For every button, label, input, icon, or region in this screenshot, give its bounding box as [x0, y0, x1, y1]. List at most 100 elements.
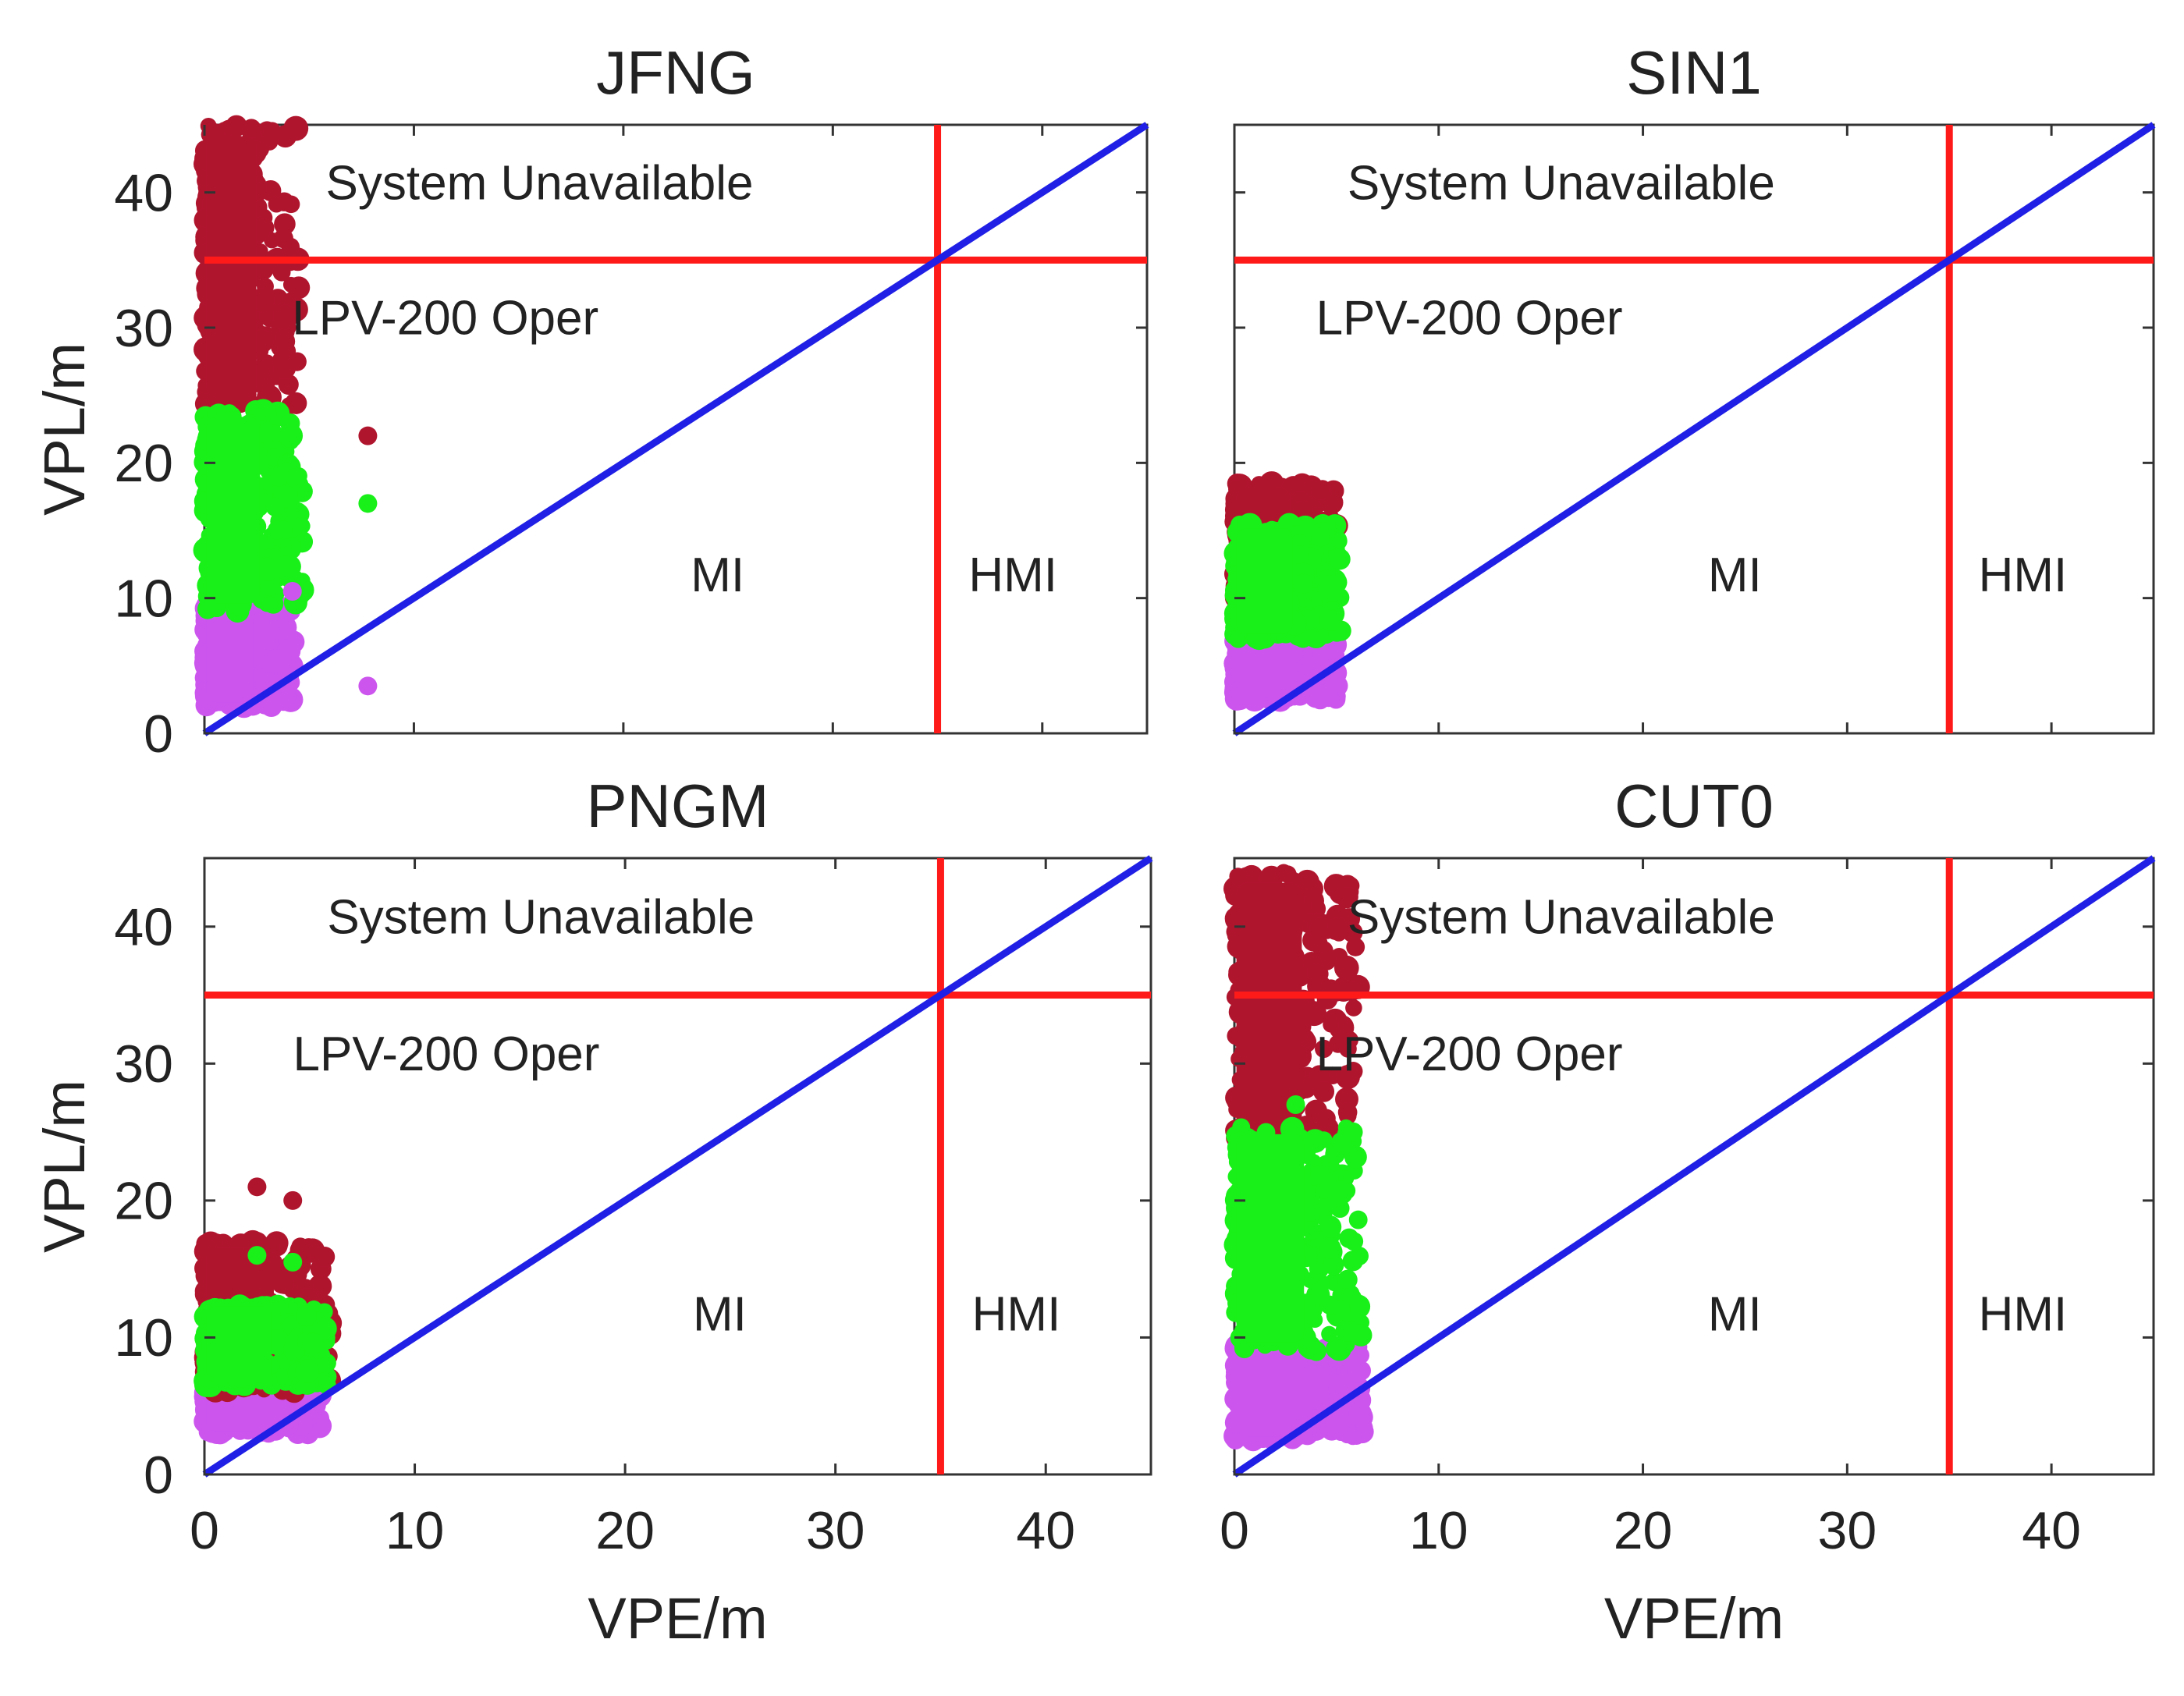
- point-moderate: [1329, 548, 1351, 570]
- point-unavailable: [1293, 500, 1313, 520]
- point-moderate: [261, 596, 279, 612]
- outlier-point-low: [282, 582, 302, 601]
- point-unavailable: [278, 374, 299, 396]
- point-moderate: [1317, 575, 1342, 599]
- region-label-mi: MI: [691, 548, 744, 602]
- panel-cut0: 0 10 20 30 40 CUT0 VPE/m System Unavailable LPV-…: [1220, 772, 2156, 1651]
- x-tick-label: 30: [1818, 1501, 1877, 1560]
- y-tick-label: 40: [114, 163, 173, 222]
- y-tick-label: 30: [114, 299, 173, 358]
- ticks: [203, 858, 1151, 1476]
- x-tick-label: 40: [1016, 1501, 1075, 1560]
- point-moderate: [1290, 545, 1309, 564]
- point-moderate: [1348, 1210, 1368, 1229]
- point-moderate: [1228, 630, 1245, 647]
- point-moderate: [267, 520, 286, 540]
- x-tick-label: 30: [806, 1501, 865, 1560]
- outlier-point-moderate: [1286, 1095, 1305, 1114]
- point-moderate: [272, 555, 297, 580]
- region-label-hmi: HMI: [968, 548, 1057, 602]
- outlier-point-unavailable: [283, 1190, 303, 1210]
- point-moderate: [1334, 1339, 1351, 1356]
- point-moderate: [279, 424, 304, 449]
- point-unavailable: [1323, 1017, 1339, 1033]
- panel-sin1: SIN1 System Unavailable LPV-200 Oper MI HMI: [1223, 38, 2156, 736]
- point-unavailable: [273, 357, 297, 380]
- point-moderate: [1319, 1237, 1341, 1259]
- point-unavailable: [1302, 1001, 1327, 1027]
- point-moderate: [1344, 1145, 1367, 1169]
- panel-jfng: 0 10 20 30 40 JFNG VPL/m System Unavailable LPV-…: [32, 38, 1149, 764]
- point-low: [250, 612, 270, 633]
- outlier-point-moderate: [358, 494, 378, 513]
- diagonal-line: [1232, 855, 2156, 1478]
- diagonal-line: [202, 122, 1149, 736]
- point-moderate: [1319, 609, 1341, 631]
- y-tick-label: 0: [144, 704, 173, 764]
- outlier-point-moderate: [283, 1252, 303, 1272]
- region-label-mi: MI: [1708, 548, 1762, 602]
- region-label-mi: MI: [693, 1288, 747, 1342]
- point-moderate: [1339, 1228, 1359, 1248]
- point-moderate: [1337, 1269, 1358, 1290]
- chart-title: SIN1: [1626, 38, 1761, 107]
- point-unavailable: [226, 115, 247, 137]
- point-moderate: [1318, 1215, 1342, 1239]
- cluster-core-low: [206, 609, 254, 703]
- point-low: [1348, 1402, 1373, 1426]
- ticks: [1233, 125, 2154, 735]
- diagonal-line: [1232, 122, 2156, 736]
- point-low: [272, 687, 296, 711]
- point-unavailable: [272, 263, 291, 282]
- y-tick-label: 30: [114, 1034, 173, 1094]
- point-low: [267, 649, 292, 674]
- point-moderate: [1328, 1180, 1353, 1205]
- point-low: [1304, 683, 1330, 708]
- point-unavailable: [287, 276, 311, 300]
- chart-title: PNGM: [587, 772, 769, 840]
- point-moderate: [1232, 1118, 1251, 1137]
- point-unavailable: [260, 133, 279, 151]
- region-label-hmi: HMI: [972, 1288, 1061, 1342]
- ticks: [1233, 858, 2154, 1476]
- point-unavailable: [1346, 937, 1365, 956]
- point-moderate: [259, 577, 279, 596]
- point-unavailable: [1309, 917, 1331, 939]
- cluster-core-moderate: [1236, 1134, 1305, 1343]
- scatter-points: [193, 115, 378, 718]
- cluster-core-moderate: [206, 417, 260, 604]
- point-moderate: [1321, 1325, 1337, 1343]
- point-moderate: [269, 467, 289, 487]
- point-low: [261, 633, 279, 651]
- point-unavailable: [1338, 887, 1358, 907]
- region-label-unavailable: System Unavailable: [326, 156, 754, 210]
- diagonal-line: [202, 855, 1153, 1478]
- x-tick-label: 20: [1614, 1501, 1673, 1560]
- point-moderate: [1302, 1129, 1327, 1153]
- cluster-core-moderate: [206, 1306, 272, 1382]
- point-unavailable: [1229, 868, 1247, 885]
- y-tick-label: 10: [114, 1308, 173, 1368]
- point-moderate: [1315, 1182, 1333, 1200]
- region-label-unavailable: System Unavailable: [1348, 156, 1775, 210]
- region-label-operation: LPV-200 Oper: [292, 292, 598, 346]
- x-axis-label: VPE/m: [588, 1586, 767, 1651]
- x-axis-label: VPE/m: [1604, 1586, 1784, 1651]
- outlier-point-unavailable: [1310, 481, 1330, 499]
- point-unavailable: [271, 1270, 295, 1294]
- point-unavailable: [1344, 1062, 1363, 1081]
- region-label-hmi: HMI: [1979, 1288, 2068, 1342]
- point-unavailable: [1313, 1080, 1335, 1102]
- point-unavailable: [274, 125, 297, 148]
- region-label-hmi: HMI: [1979, 548, 2068, 602]
- point-moderate: [1332, 1300, 1351, 1318]
- point-moderate: [286, 467, 306, 488]
- point-low: [1325, 1415, 1348, 1439]
- cluster-core-low: [1236, 1348, 1305, 1437]
- x-tick-label: 0: [190, 1501, 219, 1560]
- cluster-core-low: [1236, 640, 1291, 697]
- x-tick-label: 10: [385, 1501, 445, 1560]
- point-moderate: [265, 497, 285, 517]
- outlier-point-unavailable: [1316, 1109, 1336, 1128]
- point-moderate: [1310, 1165, 1330, 1185]
